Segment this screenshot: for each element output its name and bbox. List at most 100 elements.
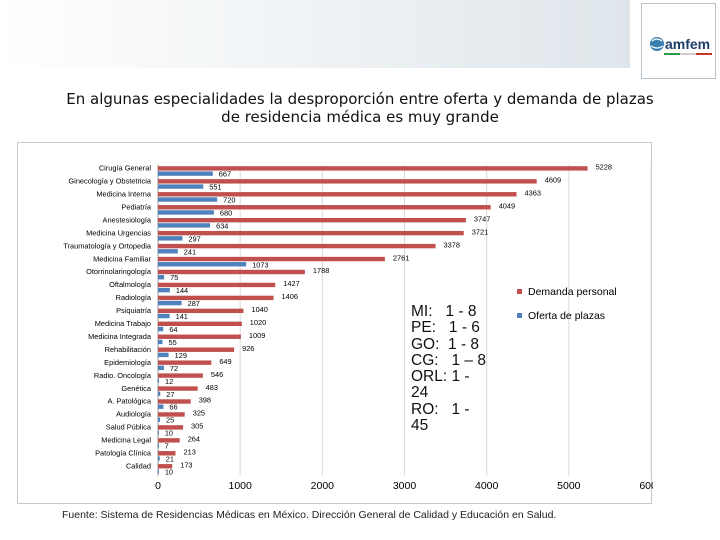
bar-oferta [158,300,182,306]
data-label-demanda: 1788 [313,266,329,275]
data-label-oferta: 72 [170,364,178,373]
category-label: A. Patológica [107,397,151,406]
ratio-notes: MI: 1 - 8 PE: 1 - 6 GO: 1 - 8 CG: 1 – 8 ORL:… [411,303,497,435]
bar-demanda [158,399,191,404]
bar-demanda [158,373,203,378]
bar-oferta [158,469,159,474]
bar-oferta [158,236,183,241]
bar-demanda [158,321,242,326]
data-label-oferta: 55 [169,338,177,347]
legend-swatch-demanda [517,289,522,294]
data-label-oferta: 1073 [252,260,268,269]
note-line: 24 [411,384,429,402]
note-line: MI: 1 - 8 [411,303,477,320]
x-tick-label: 1000 [228,480,252,492]
bar-demanda [158,438,180,443]
bar-oferta [158,313,170,319]
bar-demanda [158,230,464,236]
bar-demanda [158,243,436,249]
bar-oferta [158,171,213,176]
bar-oferta [158,275,165,280]
category-label: Salud Pública [106,423,152,432]
data-label-demanda: 649 [219,357,231,366]
data-label-demanda: 213 [184,448,196,457]
bar-oferta [158,365,164,371]
category-label: Patología Clínica [95,449,152,458]
bar-demanda [158,386,198,391]
category-label: Genética [121,384,151,393]
data-label-demanda: 3378 [444,240,460,249]
bar-oferta [158,417,161,422]
bar-oferta [158,210,214,215]
bar-demanda [158,412,185,417]
bar-oferta [158,352,169,358]
data-label-demanda: 2761 [393,253,409,262]
data-label-demanda: 325 [193,409,205,418]
data-label-oferta: 634 [216,221,228,230]
category-label: Psiquiatría [116,306,152,315]
bar-chart: Cirugía General 5228 667 Ginecología y Obst… [63,163,653,492]
title-line-1: En algunas especialidades la desproporci… [66,90,654,108]
bar-demanda [158,282,276,288]
logo-text: amfem [665,36,710,52]
data-label-oferta: 12 [165,377,173,386]
bar-demanda [158,192,517,197]
bar-demanda [158,347,235,352]
note-line: RO: 1 - [411,400,470,418]
bar-demanda [158,256,385,262]
data-label-demanda: 398 [199,396,211,405]
bar-oferta [158,378,159,383]
note-line: ORL: 1 - [411,368,470,386]
bar-oferta [158,223,211,228]
category-label: Pediatría [121,202,151,211]
category-label: Calidad [126,461,151,470]
data-label-demanda: 264 [188,435,200,444]
category-label: Radio. Oncología [94,371,152,380]
data-label-demanda: 1009 [249,331,265,340]
data-label-oferta: 66 [169,403,177,412]
data-label-oferta: 144 [176,286,188,295]
source-note: Fuente: Sistema de Residencias Médicas e… [62,509,557,521]
data-label-demanda: 173 [180,460,192,469]
bar-oferta [158,326,164,332]
category-label: Medicina Legal [101,436,151,445]
legend-label-oferta: Oferta de plazas [528,310,605,322]
data-label-oferta: 21 [166,455,174,464]
bar-demanda [158,360,212,365]
data-label-demanda: 3721 [472,227,488,236]
note-line: CG: 1 – 8 [411,351,486,369]
data-label-demanda: 926 [242,344,254,353]
logo-graphic: amfem [650,36,712,55]
bar-oferta [158,287,170,293]
data-label-demanda: 1040 [251,305,267,314]
category-label: Rehabilitación [105,345,151,354]
bar-demanda [158,295,274,301]
category-label: Ginecología y Obstetricia [68,177,151,186]
data-label-oferta: 10 [165,467,173,476]
bar-demanda [158,269,305,275]
bar-demanda [158,205,491,210]
category-label: Medicina Trabajo [95,319,151,328]
data-label-oferta: 667 [219,170,231,179]
data-label-oferta: 64 [169,325,177,334]
note-line: 45 [411,417,429,435]
data-label-oferta: 680 [220,208,232,217]
data-label-demanda: 5228 [596,163,612,172]
category-label: Traumatología y Ortopedia [63,241,152,250]
x-tick-label: 2000 [311,480,335,492]
data-label-demanda: 483 [206,383,218,392]
data-label-oferta: 241 [184,247,196,256]
x-tick-label: 4000 [475,480,499,492]
bar-oferta [158,339,163,345]
category-label: Radiología [116,293,152,302]
legend-swatch-oferta [517,313,522,318]
x-tick-label: 3000 [393,480,417,492]
bar-demanda [158,451,176,456]
category-label: Oftalmología [109,280,152,289]
category-label: Anestesiología [103,215,152,224]
bar-demanda [158,308,244,314]
bar-demanda [158,179,537,184]
category-label: Cirugía General [99,164,152,173]
note-line: GO: 1 - 8 [411,335,480,353]
category-label: Otorrinolaringología [86,267,152,276]
